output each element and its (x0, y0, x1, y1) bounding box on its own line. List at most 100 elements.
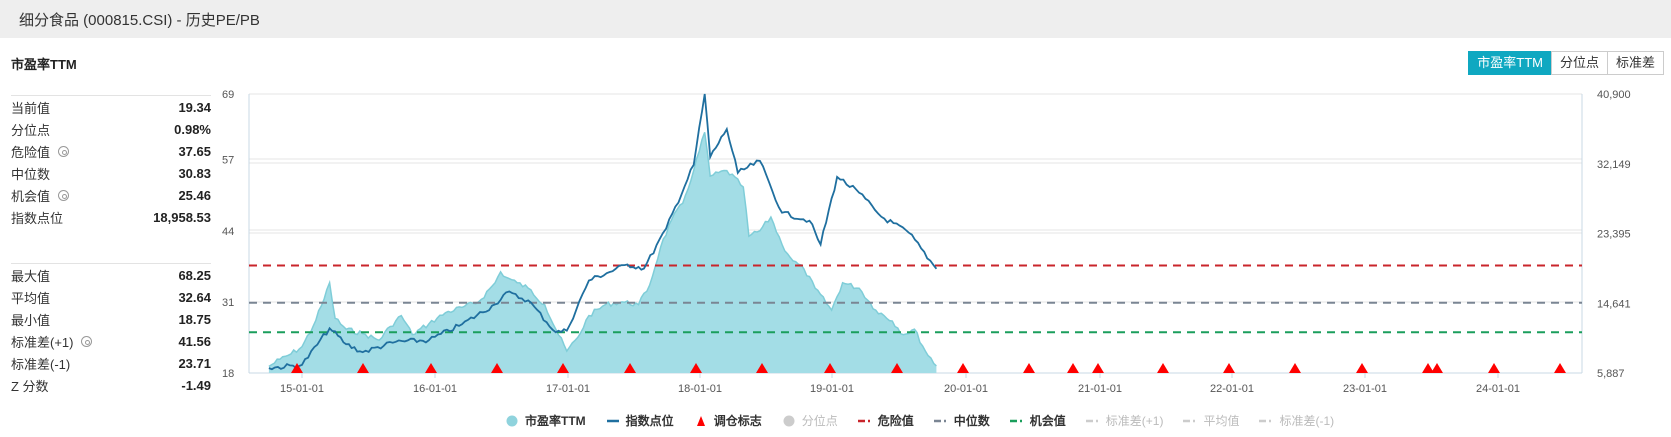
rebalance-marker-icon (957, 363, 969, 373)
rebalance-marker-icon (824, 363, 836, 373)
legend-item[interactable]: 平均值 (1183, 412, 1239, 429)
legend-label: 分位点 (801, 414, 838, 428)
stat-label: 标准差(+1) (11, 332, 93, 351)
stat-row: 标准差(-1) 23.71 (11, 352, 211, 374)
stat-value: 19.34 (178, 99, 211, 115)
legend-item[interactable]: 机会值 (1009, 412, 1066, 429)
rebalance-marker-icon (357, 363, 369, 373)
rebalance-marker-icon (690, 363, 702, 373)
stat-label: 最小值 (11, 312, 51, 328)
dash-icon (857, 419, 870, 422)
stat-row: 最大值 68.25 (11, 264, 211, 286)
y-right-tick-label: 14,641 (1597, 298, 1631, 310)
title-bar: 细分食品 (000815.CSI) - 历史PE/PB (0, 0, 1671, 38)
y-left-tick-label: 31 (222, 297, 234, 309)
rebalance-markers (291, 363, 1566, 373)
index-line-series (268, 93, 938, 371)
stat-value: 37.65 (178, 143, 211, 159)
stat-label: 中位数 (11, 166, 51, 182)
page-title: 细分食品 (000815.CSI) - 历史PE/PB (19, 12, 260, 29)
legend-label: 危险值 (877, 414, 914, 428)
gear-icon[interactable] (81, 335, 93, 347)
rebalance-marker-icon (891, 363, 903, 373)
rebalance-marker-icon (1067, 363, 1079, 373)
legend-label: 机会值 (1029, 414, 1066, 428)
y-right-tick-label: 32,149 (1597, 159, 1631, 171)
x-tick-label: 23-01-01 (1343, 383, 1387, 395)
legend-label: 标准差(-1) (1279, 414, 1335, 428)
rebalance-marker-icon (425, 363, 437, 373)
pe-ttm-area-series (268, 132, 937, 373)
stat-label: 机会值 (11, 186, 70, 205)
stat-label: Z 分数 (11, 378, 49, 394)
x-tick-label: 24-01-01 (1476, 383, 1520, 395)
rebalance-marker-icon (491, 363, 503, 373)
legend-item[interactable]: 分位点 (782, 412, 838, 429)
x-tick-label: 22-01-01 (1210, 383, 1254, 395)
x-tick-label: 21-01-01 (1078, 383, 1122, 395)
stat-label: 最大值 (11, 268, 51, 284)
stat-value: 32.64 (178, 289, 211, 305)
rebalance-marker-icon (1422, 363, 1434, 373)
y-left-tick-label: 44 (222, 226, 234, 238)
x-tick-label: 16-01-01 (413, 383, 457, 395)
stat-label: 指数点位 (11, 210, 64, 226)
dash-icon (1085, 419, 1098, 422)
legend-label: 市盈率TTM (525, 414, 586, 428)
stat-row: 中位数 30.83 (11, 162, 211, 184)
legend-item[interactable]: 危险值 (857, 412, 914, 429)
x-tick-label: 19-01-01 (810, 383, 854, 395)
y-right-tick-label: 23,395 (1597, 229, 1631, 241)
section-title: 市盈率TTM (11, 57, 77, 72)
reference-lines (249, 264, 1582, 334)
x-tick-label: 17-01-01 (546, 383, 590, 395)
y-left-tick-label: 18 (222, 368, 234, 380)
stat-value: 18,958.53 (153, 209, 211, 225)
metric-toggle-group: 市盈率TTM 分位点 标准差 (1468, 51, 1664, 75)
legend-item[interactable]: 市盈率TTM (505, 412, 586, 429)
rebalance-marker-icon (291, 363, 303, 373)
rebalance-marker-icon (1488, 363, 1500, 373)
toggle-pe-ttm-button[interactable]: 市盈率TTM (1468, 51, 1552, 75)
y-left-tick-label: 57 (222, 155, 234, 167)
rebalance-marker-icon (557, 363, 569, 373)
rebalance-marker-icon (1023, 363, 1035, 373)
dash-icon (1009, 419, 1022, 422)
toggle-percentile-button[interactable]: 分位点 (1550, 51, 1608, 75)
stat-label: 分位点 (11, 122, 51, 138)
stat-row: 最小值 18.75 (11, 308, 211, 330)
legend-item[interactable]: 标准差(+1) (1085, 412, 1164, 429)
rebalance-marker-icon (1356, 363, 1368, 373)
stat-value: 18.75 (178, 311, 211, 327)
y-right-tick-label: 40,900 (1597, 89, 1631, 101)
rebalance-marker-icon (1431, 363, 1443, 373)
legend-label: 调仓标志 (713, 414, 762, 428)
chart-legend: 市盈率TTM 指数点位 调仓标志 分位点 危险值 中位数 机会值 标准差(+1) 平均值 标准差(… (505, 412, 1354, 429)
circle-icon (506, 415, 518, 426)
stat-row: 分位点 0.98% (11, 118, 211, 140)
legend-item[interactable]: 中位数 (933, 412, 990, 429)
legend-item[interactable]: 指数点位 (606, 412, 674, 429)
stat-value: 41.56 (178, 333, 211, 349)
axis-ticks: 18 31 44 57 69 5,887 14,641 23,395 32,149 40,900 1… (222, 89, 1631, 395)
stats-panel-current: 当前值 19.34 分位点 0.98% 危险值 37.65 中位数 30.83 机会值 25.46… (11, 95, 211, 228)
gear-icon[interactable] (58, 189, 70, 201)
legend-label: 标准差(+1) (1105, 414, 1164, 428)
stat-value: -1.49 (181, 377, 211, 393)
stat-value: 68.25 (178, 267, 211, 283)
dash-icon (1259, 419, 1272, 422)
rebalance-marker-icon (624, 363, 636, 373)
gear-icon[interactable] (58, 145, 70, 157)
dash-icon (933, 419, 946, 422)
dash-icon (1183, 419, 1196, 422)
triangle-icon (696, 415, 705, 426)
y-right-tick-label: 5,887 (1597, 368, 1625, 380)
stat-row: 指数点位 18,958.53 (11, 206, 211, 228)
stat-label: 危险值 (11, 142, 70, 161)
legend-label: 平均值 (1203, 414, 1240, 428)
stat-value: 30.83 (178, 165, 211, 181)
legend-item[interactable]: 调仓标志 (694, 412, 762, 429)
legend-item[interactable]: 标准差(-1) (1259, 412, 1334, 429)
toggle-stddev-button[interactable]: 标准差 (1606, 51, 1664, 75)
